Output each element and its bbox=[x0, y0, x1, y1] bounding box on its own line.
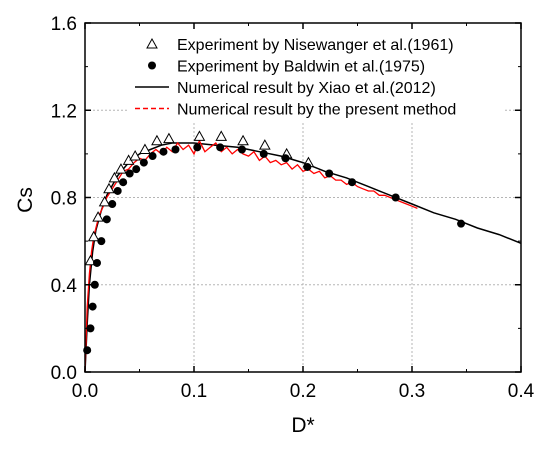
data-point-baldwin bbox=[92, 258, 101, 267]
x-tick-label: 0.3 bbox=[399, 381, 425, 402]
x-tick-label: 0.4 bbox=[508, 381, 535, 402]
data-point-baldwin bbox=[193, 143, 202, 152]
data-point-baldwin bbox=[303, 162, 312, 171]
data-point-nisewanger bbox=[193, 130, 206, 141]
data-point-nisewanger bbox=[151, 134, 163, 146]
legend-label: Experiment by Baldwin et al.(1975) bbox=[177, 59, 425, 76]
data-point-nisewanger bbox=[115, 163, 127, 174]
tick-labels: 0.0 0.1 0.2 0.3 0.4 0.0 0.4 0.8 1.2 1.6 bbox=[51, 14, 535, 402]
data-point-baldwin bbox=[88, 302, 97, 311]
legend-marker-circle bbox=[148, 61, 156, 70]
data-point-baldwin bbox=[325, 169, 334, 178]
data-point-baldwin bbox=[237, 145, 246, 154]
y-tick-label: 0.4 bbox=[51, 276, 78, 297]
data-point-baldwin bbox=[391, 193, 400, 202]
data-point-baldwin bbox=[125, 169, 134, 178]
series-line-xiao bbox=[84, 142, 522, 373]
data-point-baldwin bbox=[159, 147, 168, 156]
data-point-nisewanger bbox=[92, 211, 104, 222]
data-point-baldwin bbox=[97, 237, 106, 246]
y-axis-title: Cs bbox=[14, 187, 37, 213]
y-tick-label: 0.0 bbox=[51, 363, 77, 384]
ticks bbox=[84, 22, 522, 373]
y-tick-label: 1.6 bbox=[51, 14, 77, 35]
data-point-nisewanger bbox=[259, 139, 271, 150]
data-point-baldwin bbox=[90, 280, 99, 289]
data-point-baldwin bbox=[113, 186, 122, 195]
data-point-baldwin bbox=[102, 215, 111, 224]
data-point-nisewanger bbox=[108, 171, 121, 183]
data-point-nisewanger bbox=[139, 143, 151, 155]
data-point-baldwin bbox=[281, 154, 290, 163]
data-point-nisewanger bbox=[84, 254, 97, 266]
data-point-baldwin bbox=[457, 219, 466, 228]
data-point-nisewanger bbox=[237, 134, 249, 146]
data-point-baldwin bbox=[148, 152, 157, 161]
series-layer bbox=[83, 130, 522, 373]
x-tick-label: 0.1 bbox=[181, 381, 207, 402]
data-point-baldwin bbox=[259, 149, 268, 158]
data-point-nisewanger bbox=[215, 130, 228, 141]
y-tick-label: 1.2 bbox=[51, 101, 77, 122]
x-axis-title: D* bbox=[291, 414, 314, 437]
y-tick-label: 0.8 bbox=[51, 189, 77, 210]
data-point-nisewanger bbox=[103, 182, 115, 194]
x-tick-label: 0.0 bbox=[72, 381, 98, 402]
data-point-baldwin bbox=[108, 200, 117, 209]
data-point-baldwin bbox=[86, 324, 95, 333]
data-point-baldwin bbox=[139, 158, 148, 167]
data-point-nisewanger bbox=[98, 195, 111, 207]
data-point-nisewanger bbox=[87, 230, 100, 242]
legend-label: Numerical result by the present method bbox=[177, 102, 456, 119]
data-point-baldwin bbox=[216, 143, 225, 152]
legend-label: Experiment by Nisewanger et al.(1961) bbox=[177, 37, 454, 54]
data-point-baldwin bbox=[132, 165, 141, 174]
legend: Experiment by Nisewanger et al.(1961) Exp… bbox=[127, 31, 503, 123]
series-line-present-method bbox=[84, 139, 418, 373]
data-point-baldwin bbox=[171, 145, 180, 154]
data-point-baldwin bbox=[119, 178, 128, 187]
data-point-nisewanger bbox=[163, 132, 175, 144]
legend-marker-triangle bbox=[146, 37, 158, 49]
legend-label: Numerical result by Xiao et al.(2012) bbox=[177, 80, 436, 97]
x-tick-label: 0.2 bbox=[290, 381, 316, 402]
data-point-baldwin bbox=[348, 178, 357, 187]
data-point-nisewanger bbox=[129, 150, 141, 161]
legend-box bbox=[127, 31, 503, 123]
